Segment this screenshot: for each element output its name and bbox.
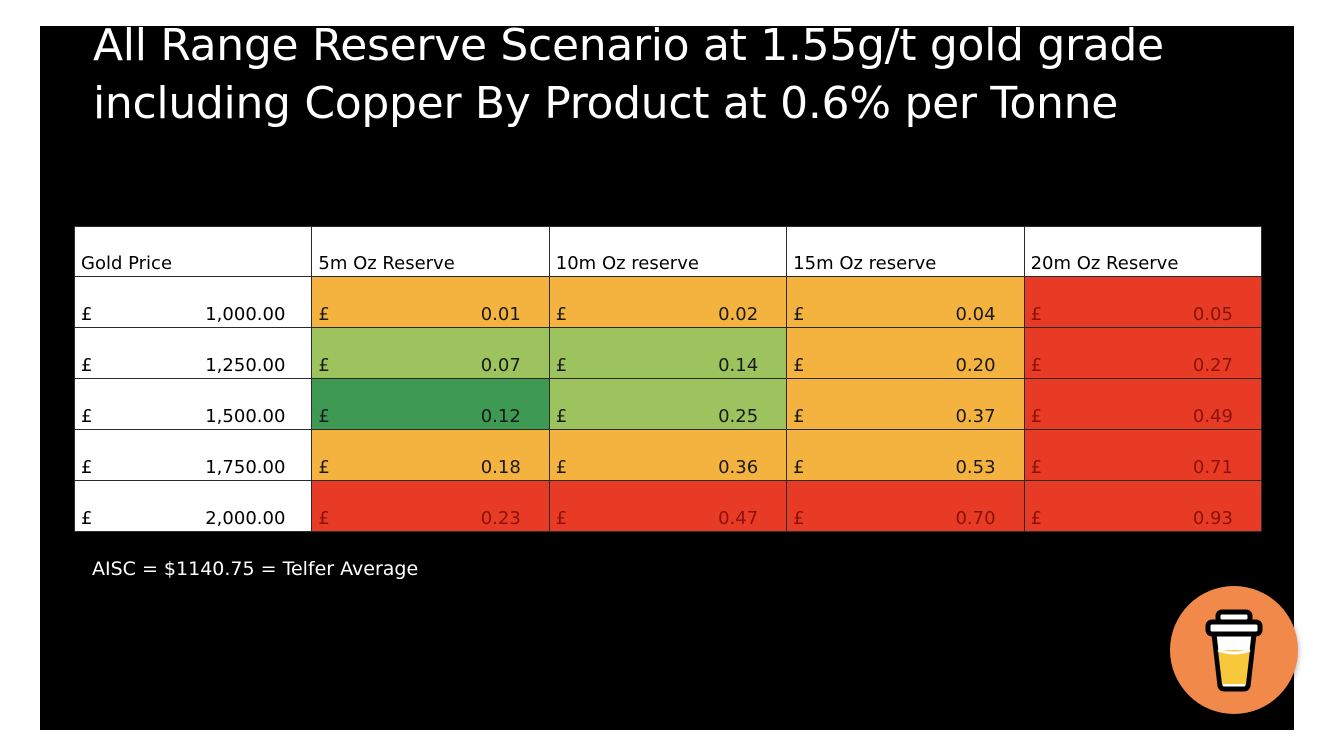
currency-symbol: £: [793, 508, 805, 529]
reserve-value: 0.93: [1192, 508, 1233, 529]
reserve-value: 0.04: [955, 304, 996, 325]
currency-symbol: £: [318, 457, 330, 478]
gold-price-cell: £2,000.00: [73, 480, 313, 532]
table-row: £1,750.00 £0.18 £0.36 £0.53 £0.71: [73, 429, 1262, 481]
aisc-note: AISC = $1140.75 = Telfer Average: [92, 558, 419, 580]
slide-title: All Range Reserve Scenario at 1.55g/t go…: [93, 26, 1273, 133]
reserve-value: 0.05: [1192, 304, 1233, 325]
currency-symbol: £: [793, 406, 805, 427]
currency-symbol: £: [555, 508, 568, 529]
currency-symbol: £: [1030, 457, 1043, 478]
reserve-value-cell-15m-oz: £0.37: [786, 378, 1025, 430]
table-row: £2,000.00 £0.23 £0.47 £0.70 £0.93: [73, 480, 1262, 532]
currency-symbol: £: [793, 304, 805, 325]
reserve-value-cell-15m-oz: £0.20: [786, 327, 1025, 379]
currency-symbol: £: [1030, 355, 1043, 376]
header-gold-price: Gold Price: [73, 226, 313, 277]
gold-price-value: 1,500.00: [205, 406, 286, 427]
reserve-value: 0.37: [955, 406, 996, 427]
reserve-value-cell-15m-oz: £0.70: [786, 480, 1025, 532]
header-10m-oz-reserve: 10m Oz reserve: [548, 226, 788, 277]
reserve-value-cell-15m-oz: £0.53: [786, 429, 1025, 481]
slide: All Range Reserve Scenario at 1.55g/t go…: [40, 26, 1294, 730]
reserve-value-cell-10m-oz: £0.25: [548, 378, 788, 430]
currency-symbol: £: [793, 457, 805, 478]
gold-price-value: 1,250.00: [205, 355, 286, 376]
gold-price-cell: £1,750.00: [73, 429, 313, 481]
reserve-value-cell-10m-oz: £0.14: [548, 327, 788, 379]
table-row: £1,500.00 £0.12 £0.25 £0.37 £0.49: [73, 378, 1262, 430]
currency-symbol: £: [555, 304, 568, 325]
currency-symbol: £: [555, 355, 568, 376]
reserve-value-cell-5m-oz: £0.12: [311, 378, 550, 430]
currency-symbol: £: [318, 304, 330, 325]
reserve-value: 0.20: [955, 355, 996, 376]
reserve-value-cell-15m-oz: £0.04: [786, 276, 1025, 328]
gold-price-value: 1,750.00: [205, 457, 286, 478]
reserve-value-cell-20m-oz: £0.27: [1023, 327, 1262, 379]
reserve-value: 0.23: [480, 508, 521, 529]
table-header-row: Gold Price 5m Oz Reserve 10m Oz reserve …: [73, 226, 1262, 277]
reserve-scenario-table: Gold Price 5m Oz Reserve 10m Oz reserve …: [73, 226, 1262, 532]
reserve-value: 0.07: [480, 355, 521, 376]
reserve-value-cell-10m-oz: £0.47: [548, 480, 788, 532]
reserve-value: 0.70: [955, 508, 996, 529]
buy-me-a-coffee-button[interactable]: [1170, 586, 1298, 714]
currency-symbol: £: [81, 508, 93, 529]
currency-symbol: £: [318, 508, 330, 529]
currency-symbol: £: [81, 457, 93, 478]
currency-symbol: £: [81, 304, 93, 325]
reserve-value: 0.01: [480, 304, 521, 325]
gold-price-cell: £1,000.00: [73, 276, 313, 328]
reserve-value: 0.49: [1192, 406, 1233, 427]
reserve-value: 0.47: [718, 508, 759, 529]
header-5m-oz-reserve: 5m Oz Reserve: [311, 226, 550, 277]
reserve-value-cell-10m-oz: £0.36: [548, 429, 788, 481]
coffee-cup-icon: [1205, 609, 1263, 692]
slide-title-line-2: including Copper By Product at 0.6% per …: [93, 78, 1118, 129]
reserve-value: 0.02: [718, 304, 759, 325]
currency-symbol: £: [1030, 304, 1043, 325]
reserve-value-cell-5m-oz: £0.18: [311, 429, 550, 481]
reserve-value-cell-5m-oz: £0.07: [311, 327, 550, 379]
currency-symbol: £: [318, 406, 330, 427]
gold-price-cell: £1,500.00: [73, 378, 313, 430]
slide-title-line-1: All Range Reserve Scenario at 1.55g/t go…: [93, 26, 1164, 71]
gold-price-cell: £1,250.00: [73, 327, 313, 379]
currency-symbol: £: [318, 355, 330, 376]
table-row: £1,000.00 £0.01 £0.02 £0.04 £0.05: [73, 276, 1262, 328]
table-row: £1,250.00 £0.07 £0.14 £0.20 £0.27: [73, 327, 1262, 379]
header-15m-oz-reserve: 15m Oz reserve: [786, 226, 1025, 277]
reserve-value-cell-20m-oz: £0.05: [1023, 276, 1262, 328]
reserve-value: 0.53: [955, 457, 996, 478]
reserve-value-cell-10m-oz: £0.02: [548, 276, 788, 328]
currency-symbol: £: [81, 406, 93, 427]
reserve-value: 0.25: [718, 406, 759, 427]
reserve-value: 0.27: [1192, 355, 1233, 376]
gold-price-value: 2,000.00: [205, 508, 286, 529]
currency-symbol: £: [793, 355, 805, 376]
reserve-value-cell-5m-oz: £0.01: [311, 276, 550, 328]
reserve-value-cell-5m-oz: £0.23: [311, 480, 550, 532]
gold-price-value: 1,000.00: [205, 304, 286, 325]
reserve-value: 0.18: [480, 457, 521, 478]
header-20m-oz-reserve: 20m Oz Reserve: [1023, 226, 1262, 277]
currency-symbol: £: [1030, 508, 1043, 529]
currency-symbol: £: [555, 457, 568, 478]
currency-symbol: £: [555, 406, 568, 427]
reserve-value: 0.36: [718, 457, 759, 478]
reserve-value: 0.71: [1192, 457, 1233, 478]
currency-symbol: £: [1030, 406, 1043, 427]
reserve-value-cell-20m-oz: £0.71: [1023, 429, 1262, 481]
reserve-value: 0.12: [480, 406, 521, 427]
reserve-value-cell-20m-oz: £0.49: [1023, 378, 1262, 430]
currency-symbol: £: [81, 355, 93, 376]
reserve-value: 0.14: [718, 355, 759, 376]
reserve-value-cell-20m-oz: £0.93: [1023, 480, 1262, 532]
